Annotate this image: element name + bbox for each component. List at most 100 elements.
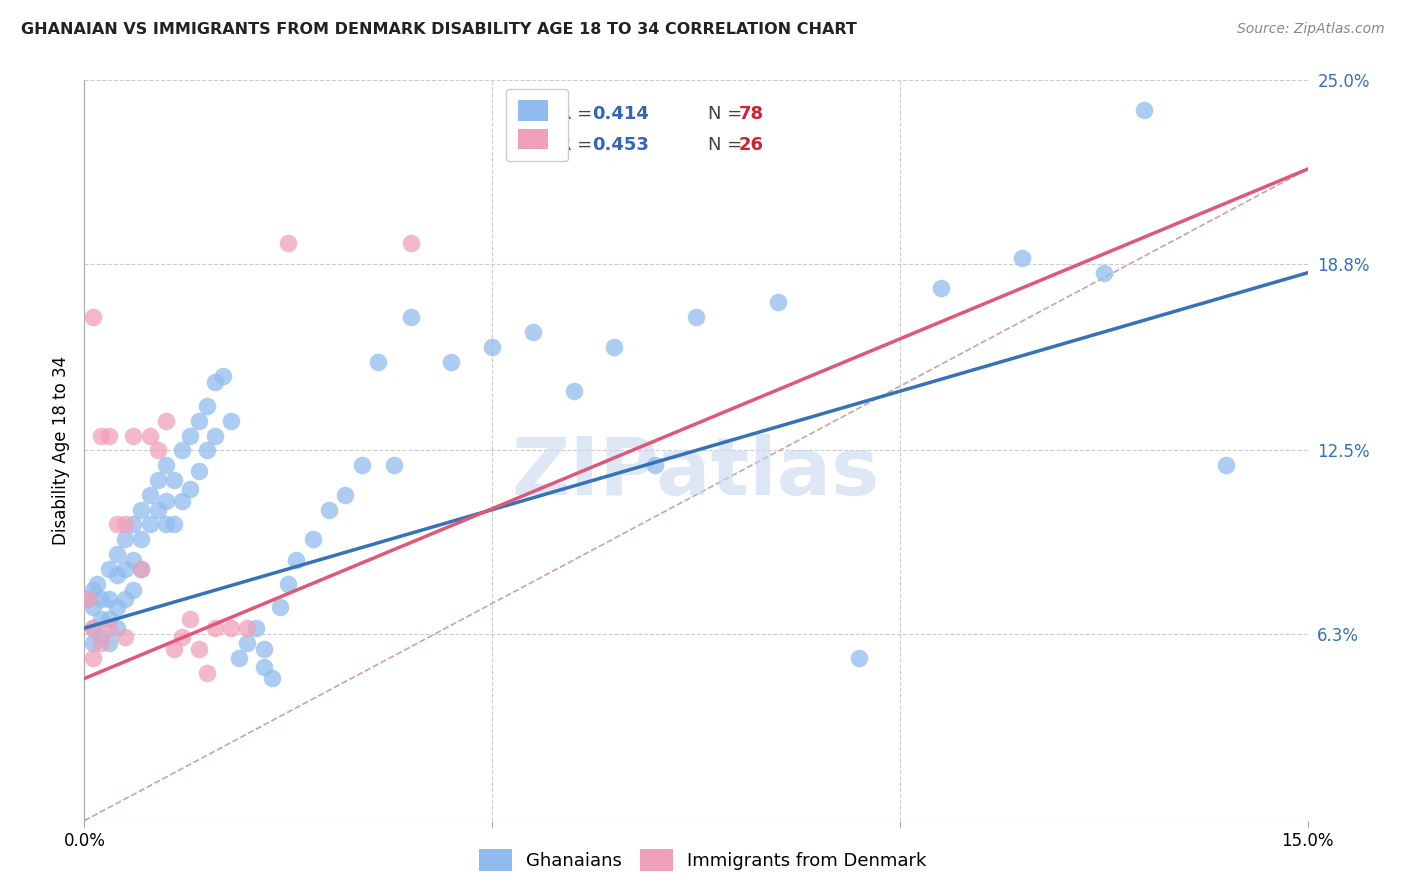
Point (146, 502, 169, 516)
Point (172, 493, 194, 508)
Point (146, 443, 169, 458)
Legend: Ghanaians, Immigrants from Denmark: Ghanaians, Immigrants from Denmark (472, 842, 934, 879)
Point (82, 650, 104, 665)
Point (155, 493, 177, 508)
Point (114, 562, 136, 576)
Point (77, 591, 100, 606)
Y-axis label: Disability Age 18 to 34: Disability Age 18 to 34 (52, 356, 70, 545)
Point (399, 236, 422, 251)
Point (644, 458, 666, 473)
Point (122, 428, 145, 442)
Point (195, 443, 218, 458)
Text: GHANAIAN VS IMMIGRANTS FROM DENMARK DISABILITY AGE 18 TO 34 CORRELATION CHART: GHANAIAN VS IMMIGRANTS FROM DENMARK DISA… (21, 22, 858, 37)
Point (481, 340, 503, 354)
Point (138, 517, 160, 532)
Point (179, 482, 201, 496)
Point (122, 553, 145, 567)
Point (367, 354, 389, 368)
Text: 78: 78 (738, 104, 763, 122)
Point (97, 428, 120, 442)
Point (122, 582, 145, 597)
Point (187, 464, 209, 478)
Point (204, 376, 226, 390)
Point (204, 428, 226, 442)
Point (440, 354, 463, 368)
Point (163, 641, 186, 656)
Point (269, 600, 291, 615)
Point (1092, 266, 1115, 280)
Point (114, 591, 136, 606)
Point (219, 621, 242, 635)
Point (122, 517, 145, 532)
Point (82, 636, 104, 650)
Point (90, 428, 112, 442)
Point (155, 517, 177, 532)
Point (236, 621, 259, 635)
Point (562, 384, 585, 399)
Text: N =: N = (709, 136, 748, 154)
Point (179, 428, 201, 442)
Point (848, 650, 870, 665)
Point (114, 517, 136, 532)
Point (82, 582, 104, 597)
Text: 0.414: 0.414 (592, 104, 650, 122)
Point (212, 369, 235, 384)
Point (155, 458, 177, 473)
Point (155, 414, 177, 428)
Point (187, 641, 209, 656)
Point (131, 533, 153, 547)
Point (172, 630, 194, 644)
Point (86, 576, 108, 591)
Text: 26: 26 (738, 136, 763, 154)
Point (236, 636, 259, 650)
Text: Source: ZipAtlas.com: Source: ZipAtlas.com (1237, 22, 1385, 37)
Point (260, 672, 283, 686)
Text: ZIPatlas: ZIPatlas (512, 434, 880, 512)
Point (105, 517, 128, 532)
Point (146, 473, 169, 487)
Point (82, 621, 104, 635)
Point (131, 502, 153, 516)
Point (350, 458, 373, 473)
Point (228, 650, 250, 665)
Point (204, 621, 226, 635)
Point (285, 553, 308, 567)
Point (172, 443, 194, 458)
Point (97, 636, 120, 650)
Point (77, 591, 100, 606)
Point (163, 473, 186, 487)
Point (179, 612, 201, 626)
Point (138, 428, 160, 442)
Point (114, 533, 136, 547)
Point (82, 310, 104, 325)
Point (301, 533, 323, 547)
Point (766, 295, 789, 310)
Point (97, 562, 120, 576)
Point (163, 517, 186, 532)
Point (277, 236, 299, 251)
Point (90, 636, 112, 650)
Point (105, 567, 128, 582)
Point (382, 458, 405, 473)
Point (277, 576, 299, 591)
Point (82, 621, 104, 635)
Point (245, 621, 267, 635)
Point (90, 630, 112, 644)
Point (105, 621, 128, 635)
Text: R =: R = (560, 104, 598, 122)
Point (253, 641, 276, 656)
Point (1011, 251, 1033, 265)
Point (90, 591, 112, 606)
Point (187, 414, 209, 428)
Point (114, 630, 136, 644)
Point (929, 280, 952, 294)
Point (82, 600, 104, 615)
Text: N =: N = (709, 104, 748, 122)
Point (399, 310, 422, 325)
Legend: , : , (506, 88, 568, 161)
Point (522, 325, 544, 339)
Point (219, 414, 242, 428)
Text: 0.453: 0.453 (592, 136, 650, 154)
Point (131, 562, 153, 576)
Point (97, 612, 120, 626)
